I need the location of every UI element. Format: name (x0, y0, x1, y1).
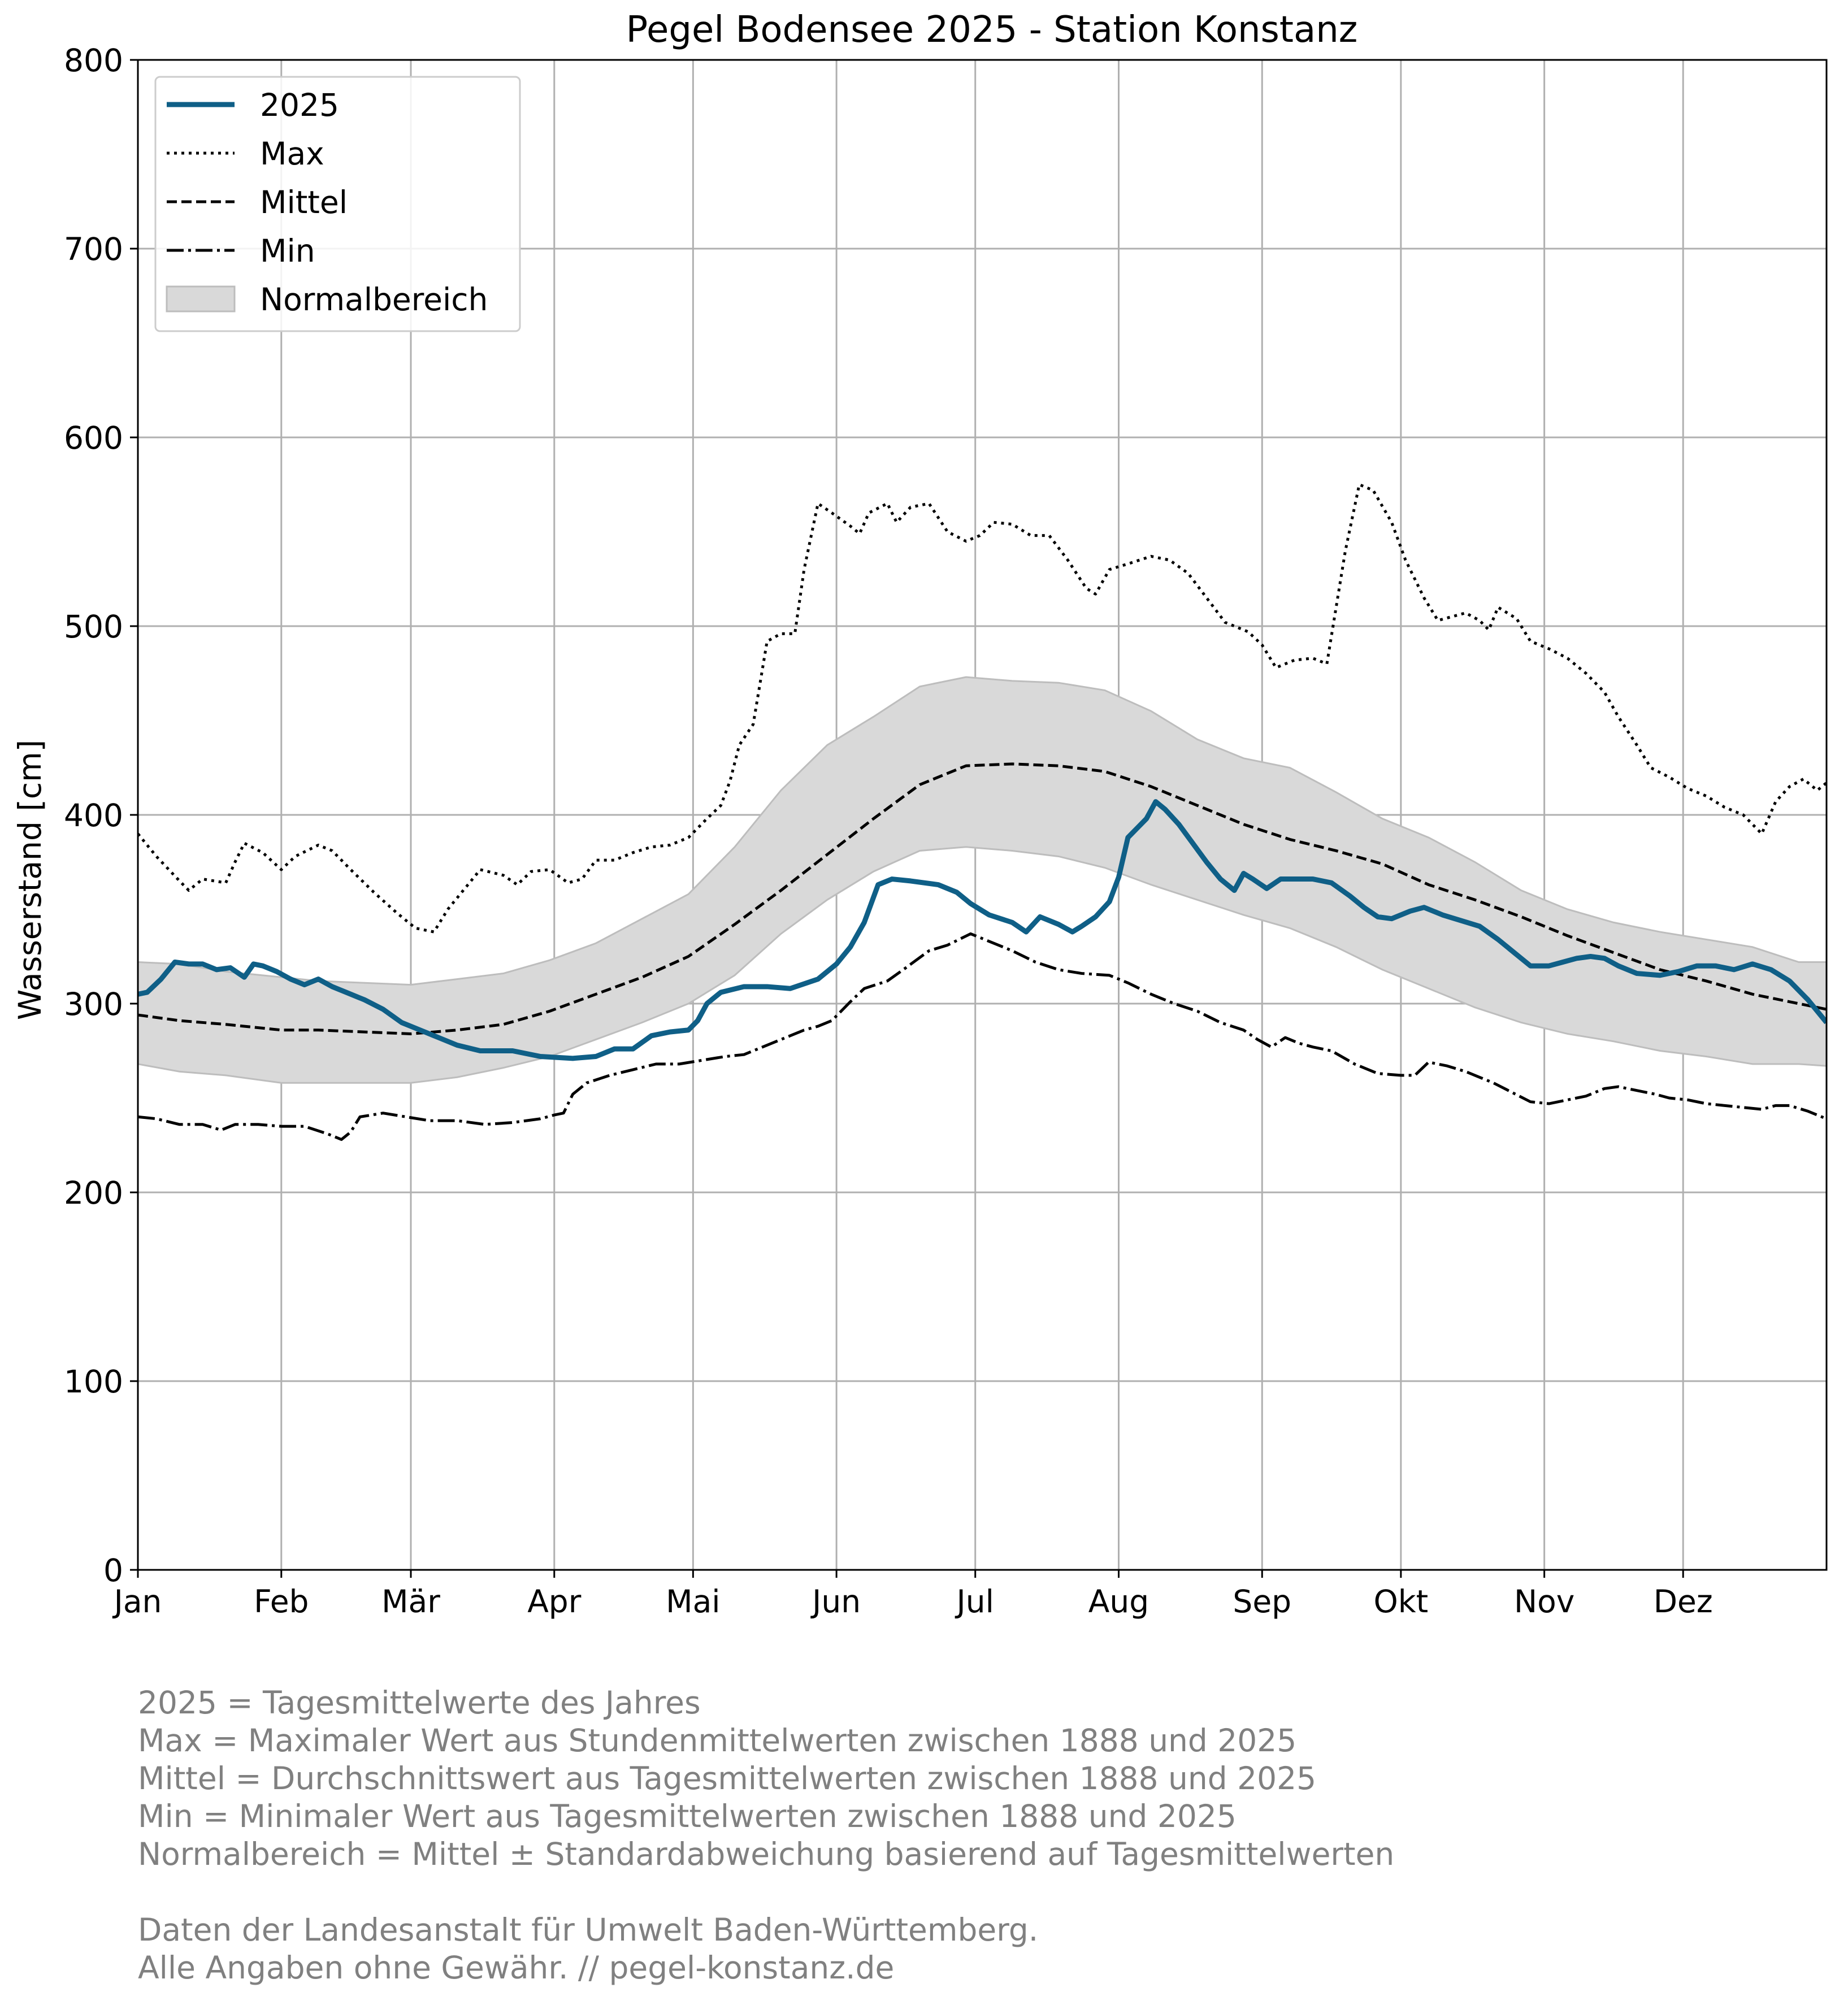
plot-frame (137, 59, 1828, 1571)
y-tick-label: 400 (64, 797, 123, 834)
legend-label: Mittel (260, 184, 348, 220)
footnote: 2025 = Tagesmittelwerte des Jahres Max = … (138, 1684, 1394, 1987)
x-tick-label: Apr (527, 1583, 582, 1620)
x-tick-label: Jan (112, 1583, 162, 1620)
series-line-mittel (138, 762, 1827, 1035)
footnote-line (138, 1873, 1394, 1911)
y-axis-label: Wasserstand [cm] (12, 740, 48, 1020)
series-line-max (138, 483, 1827, 934)
x-tick-label: Feb (254, 1583, 309, 1620)
legend-label: 2025 (260, 87, 339, 123)
grid-lines (137, 59, 1827, 1571)
footnote-line: Normalbereich = Mittel ± Standardabweich… (138, 1836, 1395, 1872)
x-tick-label: Dez (1654, 1583, 1713, 1620)
normal-range-band (138, 676, 1827, 1084)
legend-swatch-band (166, 285, 236, 313)
series-line-2025 (138, 799, 1827, 1061)
x-tick-label: Nov (1514, 1583, 1574, 1620)
x-tick-label: Mär (381, 1583, 440, 1620)
footnote-line: Daten der Landesanstalt für Umwelt Baden… (138, 1912, 1039, 1948)
x-tick-label: Okt (1374, 1583, 1429, 1620)
footnote-line: 2025 = Tagesmittelwerte des Jahres (138, 1685, 701, 1721)
y-tick-label: 200 (64, 1175, 123, 1211)
y-tick-label: 700 (64, 231, 123, 267)
footnote-line: Mittel = Durchschnittswert aus Tagesmitt… (138, 1760, 1317, 1796)
footnote-line: Max = Maximaler Wert aus Stundenmittelwe… (138, 1722, 1297, 1759)
y-tick-label: 0 (103, 1552, 123, 1589)
legend-label: Normalbereich (260, 281, 488, 318)
y-tick-label: 600 (64, 420, 123, 456)
y-tick-label: 800 (64, 42, 123, 79)
x-tick-label: Jul (955, 1583, 994, 1620)
y-tick-label: 100 (64, 1364, 123, 1400)
legend-label: Min (260, 233, 315, 269)
footnote-line: Alle Angaben ohne Gewähr. // pegel-konst… (138, 1950, 895, 1986)
legend-label: Max (260, 136, 324, 172)
chart-title: Pegel Bodensee 2025 - Station Konstanz (626, 9, 1358, 51)
y-tick-label: 500 (64, 609, 123, 645)
footnote-line: Min = Minimaler Wert aus Tagesmittelwert… (138, 1798, 1237, 1834)
x-tick-label: Mai (666, 1583, 720, 1620)
axes: 0 100 200 300 400 500 600 700 800 Jan Feb Mär Apr Mai… (64, 42, 1828, 1620)
series-line-min (138, 932, 1827, 1141)
x-tick-label: Jun (810, 1583, 861, 1620)
series-lines-layer (138, 483, 1827, 1141)
y-tick-label: 300 (64, 986, 123, 1022)
normal-range-band-layer (138, 676, 1827, 1084)
legend-box (154, 76, 521, 332)
x-tick-label: Aug (1088, 1583, 1149, 1620)
x-tick-label: Sep (1233, 1583, 1291, 1620)
legend: 2025 Max Mittel Min Normalbereich (154, 76, 521, 332)
